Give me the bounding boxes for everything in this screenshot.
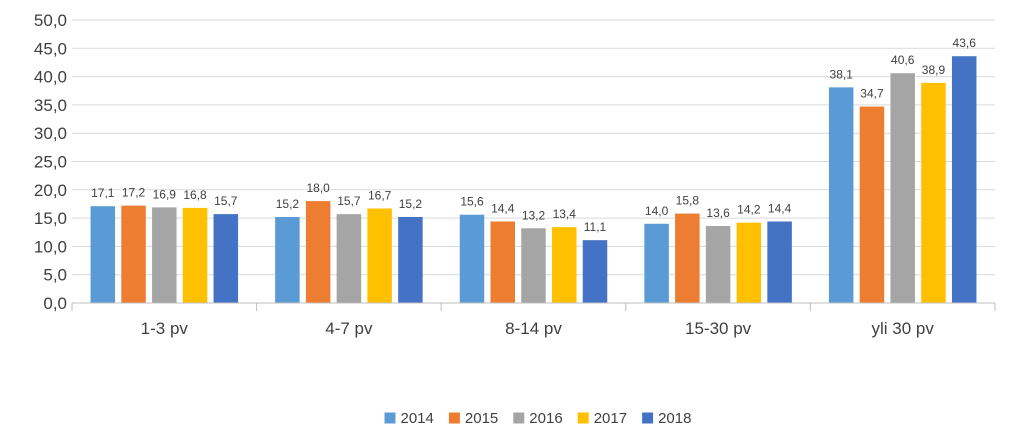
y-axis: 0,0 5,0 10,0 15,0 20,0 25,0 30,0 35,0 40,0 45,0 50…	[34, 11, 67, 313]
bar	[705, 226, 731, 303]
bar	[182, 207, 208, 303]
data-label: 13,2	[522, 208, 546, 222]
bar	[951, 56, 977, 303]
bar	[121, 205, 146, 303]
data-label: 17,2	[122, 186, 146, 200]
x-category-label: 15-30 pv	[685, 319, 752, 338]
data-label: 15,7	[214, 194, 238, 208]
y-tick-label: 10,0	[34, 237, 67, 256]
legend-label: 2016	[529, 410, 562, 427]
legend-label: 2018	[658, 410, 691, 427]
bar	[367, 208, 392, 303]
data-label: 15,2	[399, 197, 423, 211]
data-label: 15,2	[276, 197, 300, 211]
bars	[90, 56, 977, 304]
legend-label: 2017	[594, 410, 627, 427]
legend-label: 2014	[401, 410, 434, 427]
y-tick-label: 25,0	[34, 153, 67, 172]
data-label: 15,8	[676, 194, 700, 208]
data-label: 13,6	[706, 206, 730, 220]
bar	[675, 213, 700, 303]
bar	[490, 221, 515, 303]
bar	[90, 206, 116, 303]
bar	[644, 223, 669, 303]
y-tick-label: 40,0	[34, 68, 67, 87]
data-label: 34,7	[860, 87, 884, 101]
legend-swatch	[448, 412, 460, 424]
y-tick-label: 15,0	[34, 209, 67, 228]
bar	[767, 221, 792, 303]
legend-swatch	[513, 412, 525, 424]
y-tick-label: 0,0	[43, 294, 67, 313]
bar	[890, 73, 915, 303]
x-category-label: yli 30 pv	[872, 319, 935, 338]
bar	[582, 240, 608, 303]
bar	[213, 214, 239, 303]
bar	[152, 207, 177, 303]
y-tick-label: 5,0	[43, 266, 67, 285]
x-axis: 1-3 pv 4-7 pv 8-14 pv 15-30 pv yli 30 pv	[71, 302, 996, 338]
y-tick-label: 35,0	[34, 96, 67, 115]
bar	[921, 82, 946, 304]
bar	[521, 228, 546, 303]
bar	[275, 216, 300, 303]
y-tick-label: 20,0	[34, 181, 67, 200]
data-label: 15,7	[337, 194, 361, 208]
data-label: 14,0	[645, 204, 669, 218]
data-label: 14,2	[737, 203, 761, 217]
legend-label: 2015	[465, 410, 498, 427]
x-category-label: 8-14 pv	[505, 319, 562, 338]
y-tick-label: 50,0	[34, 11, 67, 30]
y-tick-label: 45,0	[34, 39, 67, 58]
bar	[828, 87, 854, 303]
legend: 2014 2015 2016 2017 2018	[384, 410, 691, 427]
bar	[859, 106, 885, 304]
legend-swatch	[642, 412, 654, 424]
x-category-label: 1-3 pv	[141, 319, 189, 338]
data-label: 15,6	[460, 195, 484, 209]
data-label: 38,1	[830, 67, 854, 81]
data-label: 14,4	[491, 201, 515, 215]
data-label: 14,4	[768, 201, 792, 215]
data-label: 16,8	[183, 188, 207, 202]
data-label: 40,6	[891, 53, 915, 67]
bar	[552, 227, 577, 303]
bar	[398, 216, 423, 303]
data-label: 18,0	[306, 181, 330, 195]
legend-swatch	[577, 412, 589, 424]
data-labels: 17,1 17,2 16,9 16,8 15,7 15,2 18,0 15,7 16,7 15,2…	[91, 36, 976, 234]
data-label: 11,1	[584, 220, 607, 234]
bar	[336, 214, 362, 303]
data-label: 38,9	[922, 63, 946, 77]
bar	[736, 222, 762, 303]
bar	[459, 214, 485, 303]
data-label: 43,6	[953, 36, 977, 50]
data-label: 16,7	[368, 188, 392, 202]
x-category-label: 4-7 pv	[325, 319, 373, 338]
y-tick-label: 30,0	[34, 124, 67, 143]
legend-swatch	[384, 412, 396, 424]
bar	[305, 201, 331, 303]
data-label: 17,1	[91, 186, 115, 200]
data-label: 13,4	[553, 207, 577, 221]
data-label: 16,9	[153, 187, 177, 201]
